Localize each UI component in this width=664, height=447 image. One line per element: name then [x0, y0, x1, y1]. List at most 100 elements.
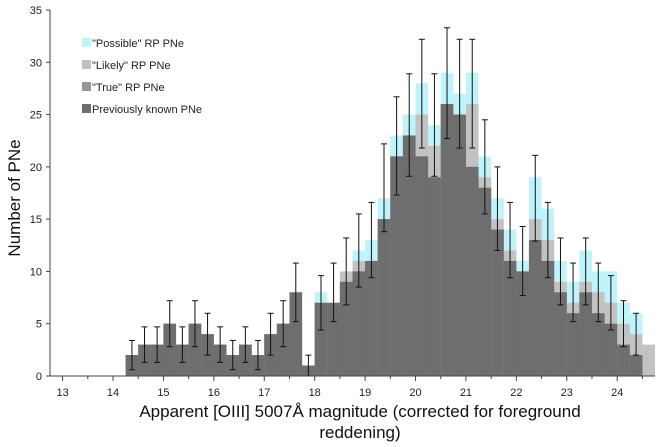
bar-s3-37: [591, 313, 605, 376]
legend-swatch-2: [82, 82, 91, 91]
error-bar-7: [217, 326, 224, 363]
bar-s3-13: [289, 292, 303, 376]
error-bar-0: [128, 339, 135, 371]
bar-s3-28: [478, 187, 492, 376]
bar-s1-41: [642, 344, 655, 376]
error-bar-11: [267, 312, 274, 356]
error-bar-21: [393, 96, 400, 196]
error-bar-12: [280, 300, 287, 348]
bar-s3-18: [352, 271, 366, 376]
bars-layer: [125, 72, 655, 377]
error-bars-layer: [128, 27, 640, 377]
error-bar-24: [431, 73, 438, 177]
error-bar-28: [481, 119, 488, 215]
error-bar-35: [570, 262, 577, 323]
error-bar-26: [456, 38, 463, 149]
y-tick-label-2: 10: [30, 266, 42, 278]
bar-s3-24: [428, 177, 441, 376]
error-bar-6: [204, 312, 211, 356]
bar-s3-23: [415, 156, 429, 376]
error-bar-31: [519, 225, 526, 296]
error-bar-2: [154, 326, 161, 363]
x-tick-label-1: 14: [107, 387, 119, 399]
error-bar-39: [620, 300, 627, 348]
axes: 0 5 10 15 20 25 30 35 13 14 15 16 17 18 19 20 21 22 23 24: [30, 5, 655, 399]
x-tick-label-10: 23: [561, 387, 573, 399]
y-tick-label-3: 15: [30, 214, 42, 226]
y-tick-label-0: 0: [36, 371, 42, 383]
x-tick-label-11: 24: [611, 387, 623, 399]
error-bar-5: [191, 300, 198, 348]
error-bar-37: [595, 262, 602, 323]
bar-s3-19: [365, 260, 378, 376]
error-bar-30: [507, 201, 514, 279]
error-bar-38: [607, 275, 614, 331]
bar-s3-30: [503, 260, 517, 376]
bar-s3-40: [629, 355, 643, 376]
error-bar-10: [254, 339, 261, 371]
bar-s3-27: [465, 166, 479, 376]
bar-s3-35: [566, 313, 580, 376]
bar-s3-21: [390, 156, 403, 376]
legend-swatch-3: [82, 104, 91, 113]
error-bar-32: [532, 154, 539, 242]
error-bar-16: [330, 262, 337, 323]
x-tick-label-3: 16: [208, 387, 220, 399]
error-bar-20: [381, 143, 388, 233]
error-bar-1: [141, 326, 148, 363]
legend-swatch-0: [82, 38, 91, 47]
bar-s3-33: [541, 260, 555, 376]
bar-s3-31: [516, 271, 529, 376]
bar-s3-5: [188, 323, 202, 376]
error-bar-3: [166, 300, 173, 348]
error-bar-4: [179, 326, 186, 363]
bar-s3-39: [617, 344, 630, 376]
error-bar-29: [494, 166, 501, 252]
x-tick-label-2: 15: [157, 387, 169, 399]
legend-swatch-1: [82, 60, 91, 69]
error-bar-9: [242, 326, 249, 363]
x-tick-label-4: 17: [258, 387, 270, 399]
bar-s3-25: [440, 104, 454, 376]
bar-s3-22: [402, 135, 416, 376]
legend: "Possible" RP PNe "Likely" RP PNe "True" R…: [82, 38, 202, 116]
bar-s3-34: [554, 292, 567, 376]
error-bar-34: [557, 237, 564, 306]
error-bar-25: [444, 27, 451, 140]
x-tick-label-5: 18: [309, 387, 321, 399]
error-bar-17: [343, 237, 350, 306]
error-bar-36: [582, 237, 589, 306]
bar-s3-15: [314, 302, 328, 376]
error-bar-27: [469, 38, 476, 149]
x-tick-label-9: 22: [510, 387, 522, 399]
error-bar-13: [292, 262, 299, 323]
x-axis-title: Apparent [OIII] 5007Å magnitude (correct…: [139, 402, 580, 421]
y-tick-label-5: 25: [30, 110, 42, 122]
bar-s3-20: [377, 219, 391, 376]
bar-s3-3: [163, 323, 177, 376]
bar-s3-26: [453, 114, 466, 377]
y-tick-label-6: 30: [30, 57, 42, 69]
legend-label-3: Previously known PNe: [92, 104, 202, 116]
y-tick-label-1: 5: [36, 319, 42, 331]
y-tick-label-7: 35: [30, 5, 42, 17]
error-bar-33: [544, 201, 551, 279]
x-tick-label-0: 13: [56, 387, 68, 399]
x-tick-label-8: 21: [460, 387, 472, 399]
error-bar-40: [633, 312, 640, 356]
bar-s3-29: [491, 229, 504, 376]
x-tick-label-6: 19: [359, 387, 371, 399]
bar-s3-12: [276, 323, 290, 376]
error-bar-18: [355, 213, 362, 288]
bar-s3-38: [604, 323, 618, 376]
legend-label-1: "Likely" RP PNe: [92, 60, 171, 72]
error-bar-8: [229, 339, 236, 371]
error-bar-22: [406, 73, 413, 177]
error-bar-15: [317, 275, 324, 331]
x-axis-title-line2: reddening): [319, 423, 400, 442]
legend-label-0: "Possible" RP PNe: [92, 38, 184, 50]
x-tick-label-7: 20: [409, 387, 421, 399]
bar-s3-32: [528, 240, 542, 376]
bar-s3-36: [579, 292, 592, 376]
